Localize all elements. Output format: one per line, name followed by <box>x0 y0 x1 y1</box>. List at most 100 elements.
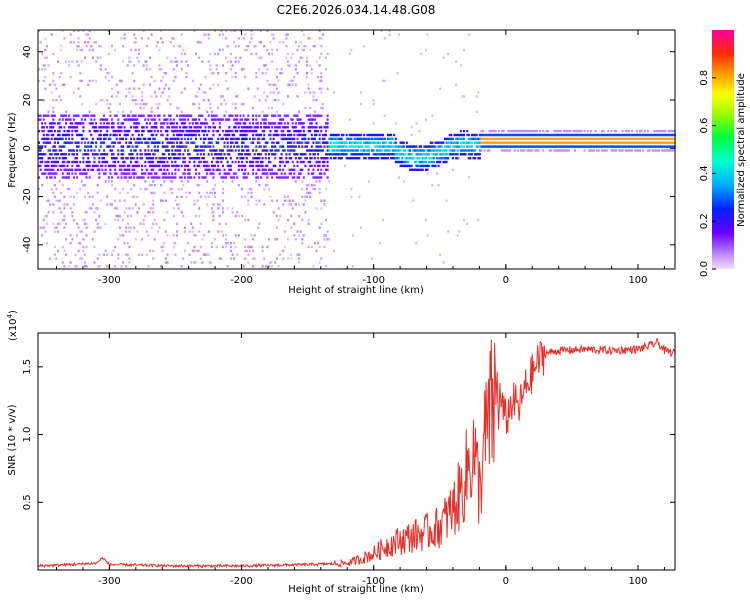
spectrogram-cell <box>317 141 320 144</box>
spectrogram-cell <box>183 176 186 179</box>
spectrogram-cell <box>356 137 359 141</box>
spectrogram-cell <box>149 122 151 125</box>
spectrogram-cell <box>237 168 240 171</box>
spectrogram-cell <box>66 133 69 137</box>
spectrogram-cell <box>117 176 120 179</box>
spectrogram-cell <box>326 114 329 117</box>
spectrogram-cell <box>459 137 462 141</box>
spectrogram-cell <box>150 160 153 164</box>
spectrogram-cell <box>214 164 216 168</box>
spectrogram-cell <box>448 137 451 141</box>
spectrogram-cell <box>53 141 56 144</box>
spectrogram-cell <box>126 180 129 183</box>
spectrogram-cell <box>241 68 243 71</box>
spectrogram-cell <box>261 149 264 152</box>
spectrogram-cell <box>209 191 212 195</box>
spectrogram-cell <box>229 257 232 260</box>
spectrogram-cell <box>106 122 109 125</box>
spectrogram-cell <box>74 172 77 175</box>
spectrogram-cell <box>580 133 583 137</box>
spectrogram-cell <box>106 203 109 206</box>
spectrogram-cell <box>282 249 285 253</box>
spectrogram-cell <box>256 87 259 90</box>
spectrogram-cell <box>488 145 491 148</box>
spectrogram-cell <box>513 133 516 137</box>
spectrogram-cell <box>269 133 272 137</box>
spectrogram-cell <box>309 48 312 52</box>
spectrogram-cell <box>207 230 210 233</box>
spectrogram-cell <box>176 106 178 110</box>
colorbar-gradient <box>712 30 734 269</box>
spectrogram-cell <box>648 133 651 137</box>
spectrogram-cell <box>410 133 413 137</box>
spectrogram-cell <box>313 114 316 117</box>
spectrogram-cell <box>455 137 458 141</box>
spectrogram-cell <box>45 199 48 202</box>
spectrogram-cell <box>539 129 542 133</box>
spectrogram-cell <box>199 122 202 125</box>
spectrogram-cell <box>174 164 177 168</box>
spectrogram-cell <box>488 149 491 152</box>
spectrogram-cell <box>290 79 293 83</box>
spectrogram-cell <box>293 168 296 171</box>
spectrogram-cell <box>537 145 540 148</box>
spectrogram-cell <box>61 133 64 137</box>
spectrogram-cell <box>63 145 66 148</box>
spectrogram-cell <box>223 176 226 179</box>
spectrogram-cell <box>383 153 386 156</box>
spectrogram-cell <box>488 141 491 144</box>
spectrogram-cell <box>218 118 221 121</box>
spectrogram-cell <box>298 45 301 48</box>
spectrogram-cell <box>134 141 137 144</box>
spectrogram-cell <box>401 157 404 160</box>
spectrogram-cell <box>234 234 237 237</box>
spectrogram-cell <box>231 141 234 144</box>
spectrogram-cell <box>128 87 131 90</box>
spectrogram-cell <box>542 149 545 152</box>
spectrogram-cell <box>164 137 167 141</box>
spectrogram-cell <box>158 164 161 168</box>
spectrogram-cell <box>237 149 240 152</box>
spectrogram-cell <box>283 114 286 117</box>
spectrogram-cell <box>390 133 393 137</box>
spectrogram-cell <box>520 141 523 144</box>
spectrogram-cell <box>339 145 342 148</box>
spectrogram-cell <box>160 37 163 40</box>
spectrogram-cell <box>96 184 99 187</box>
spectrogram-cell <box>118 137 121 141</box>
spectrogram-cell <box>264 157 267 160</box>
spectrogram-cell <box>312 265 315 268</box>
spectrogram-cell <box>237 145 240 148</box>
spectrogram-cell <box>302 45 305 48</box>
spectrogram-cell <box>318 226 321 229</box>
spectrogram-cell <box>131 72 134 75</box>
spectrogram-cell <box>93 129 96 133</box>
spectrogram-cell <box>283 245 286 249</box>
spectrogram-cell <box>126 114 129 117</box>
spectrogram-cell <box>55 257 58 260</box>
spectrogram-cell <box>47 64 50 67</box>
spectrogram-cell <box>263 126 266 129</box>
spectrogram-cell <box>53 226 56 229</box>
spectrogram-cell <box>505 145 508 148</box>
spectrogram-cell <box>164 83 167 86</box>
spectrogram-cell <box>509 137 511 141</box>
spectrogram-cell <box>183 164 186 168</box>
spectrogram-cell <box>190 133 193 137</box>
spectrogram-cell <box>47 137 50 141</box>
spectrogram-cell <box>125 141 128 144</box>
spectrogram-cell <box>41 126 44 129</box>
spectrogram-cell <box>553 149 556 152</box>
spectrogram-cell <box>166 118 169 121</box>
spectrogram-cell <box>272 164 275 168</box>
spectrogram-cell <box>620 133 622 137</box>
spectrogram-cell <box>516 145 519 148</box>
spectrogram-cell <box>318 149 321 152</box>
spectrogram-cell <box>309 129 312 133</box>
spectrogram-cell <box>543 133 546 137</box>
spectrogram-cell <box>375 133 378 137</box>
spectrogram-cell <box>640 141 643 144</box>
spectrogram-cell <box>145 168 148 171</box>
spectrogram-cell <box>50 133 53 137</box>
spectrogram-cell <box>375 137 378 141</box>
